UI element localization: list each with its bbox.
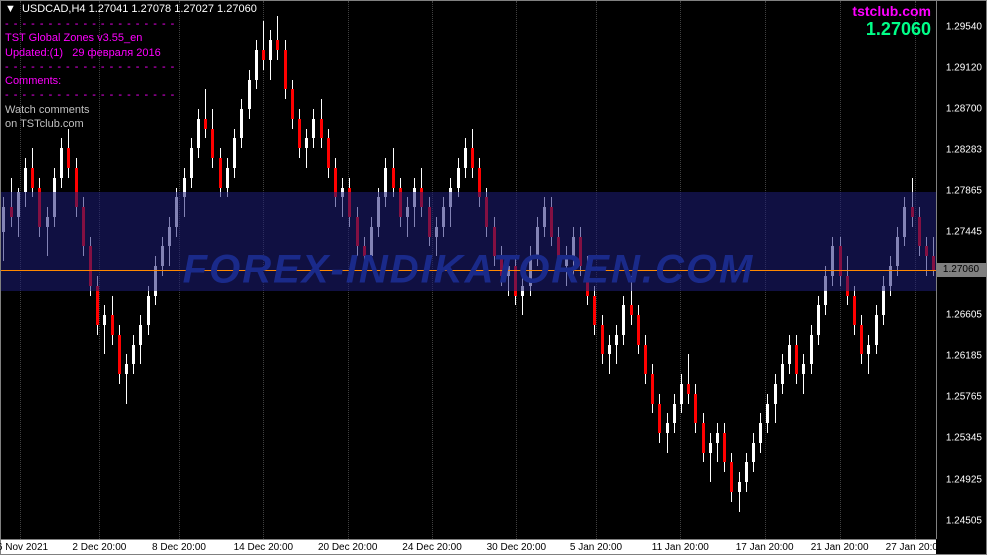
- y-tick-label: 1.29120: [946, 62, 982, 73]
- x-tick-label: 24 Dec 20:00: [402, 542, 462, 553]
- divider: - - - - - - - - - - - - - - - - - - - -: [5, 88, 175, 102]
- current-price-tag: 1.27060: [936, 263, 986, 277]
- divider: - - - - - - - - - - - - - - - - - - - -: [5, 17, 175, 31]
- title-bar: ▼ USDCAD,H4 1.27041 1.27078 1.27027 1.27…: [5, 3, 257, 15]
- indicator-name: TST Global Zones v3.55_en: [5, 31, 175, 45]
- y-tick-label: 1.25345: [946, 433, 982, 444]
- support-resistance-zone: [1, 192, 936, 290]
- x-tick-label: 8 Dec 20:00: [152, 542, 206, 553]
- watch-comments-2: on TSTclub.com: [5, 117, 175, 131]
- watch-comments-1: Watch comments: [5, 103, 175, 117]
- x-tick-label: 20 Dec 20:00: [318, 542, 378, 553]
- y-tick-label: 1.24925: [946, 474, 982, 485]
- ohlc-label: 1.27041 1.27078 1.27027 1.27060: [89, 3, 257, 15]
- y-tick-label: 1.26185: [946, 350, 982, 361]
- updated-label: Updated:(1): [5, 47, 63, 59]
- indicator-overlay: - - - - - - - - - - - - - - - - - - - - …: [5, 17, 175, 131]
- y-tick-label: 1.26605: [946, 309, 982, 320]
- chart-window[interactable]: ▼ USDCAD,H4 1.27041 1.27078 1.27027 1.27…: [0, 0, 987, 555]
- y-tick-label: 1.29540: [946, 21, 982, 32]
- current-price-display: 1.27060: [866, 19, 931, 40]
- x-tick-label: 27 Jan 20:00: [886, 542, 944, 553]
- source-url: tstclub.com: [852, 3, 931, 19]
- y-tick-label: 1.28700: [946, 104, 982, 115]
- divider: - - - - - - - - - - - - - - - - - - - -: [5, 60, 175, 74]
- x-axis: 26 Nov 2021 2 Dec 20:00 8 Dec 20:00 14 Dec …: [1, 539, 936, 554]
- y-axis: 1.29540 1.29120 1.28700 1.28283 1.27865 1.274…: [936, 1, 986, 539]
- x-tick-label: 5 Jan 20:00: [570, 542, 622, 553]
- y-tick-label: 1.27865: [946, 185, 982, 196]
- x-tick-label: 30 Dec 20:00: [487, 542, 547, 553]
- updated-date: 29 февраля 2016: [72, 47, 160, 59]
- y-tick-label: 1.27445: [946, 227, 982, 238]
- symbol-label: USDCAD,H4: [22, 3, 86, 15]
- comments-heading: Comments:: [5, 74, 175, 88]
- x-tick-label: 14 Dec 20:00: [234, 542, 294, 553]
- x-tick-label: 2 Dec 20:00: [72, 542, 126, 553]
- y-tick-label: 1.24505: [946, 515, 982, 526]
- y-tick-label: 1.25765: [946, 392, 982, 403]
- x-tick-label: 26 Nov 2021: [0, 542, 48, 553]
- y-tick-label: 1.28283: [946, 144, 982, 155]
- x-tick-label: 21 Jan 20:00: [811, 542, 869, 553]
- chevron-icon: ▼: [5, 3, 16, 15]
- x-tick-label: 11 Jan 20:00: [652, 542, 709, 553]
- indicator-updated: Updated:(1) 29 февраля 2016: [5, 46, 175, 60]
- x-tick-label: 17 Jan 20:00: [736, 542, 794, 553]
- current-price-line: [1, 270, 936, 271]
